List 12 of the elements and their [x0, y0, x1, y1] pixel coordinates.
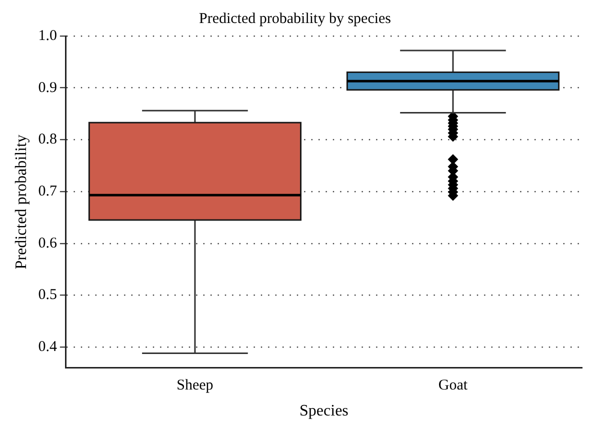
- y-tick-label: 0.8: [38, 132, 57, 148]
- y-tick-label: 0.5: [38, 287, 57, 304]
- chart-title: Predicted probability by species: [198, 10, 392, 27]
- y-tick-label: 1.0: [38, 28, 57, 44]
- y-tick-label: 0.6: [38, 235, 58, 252]
- y-tick-label: 0.9: [38, 80, 57, 96]
- y-axis-title: Predicted probability: [12, 134, 30, 270]
- y-tick-label: 0.4: [38, 339, 58, 355]
- x-axis-title: Species: [300, 402, 348, 420]
- x-tick-label: Goat: [438, 378, 468, 394]
- x-tick-label: Sheep: [176, 378, 214, 394]
- y-tick-label: 0.7: [38, 183, 58, 200]
